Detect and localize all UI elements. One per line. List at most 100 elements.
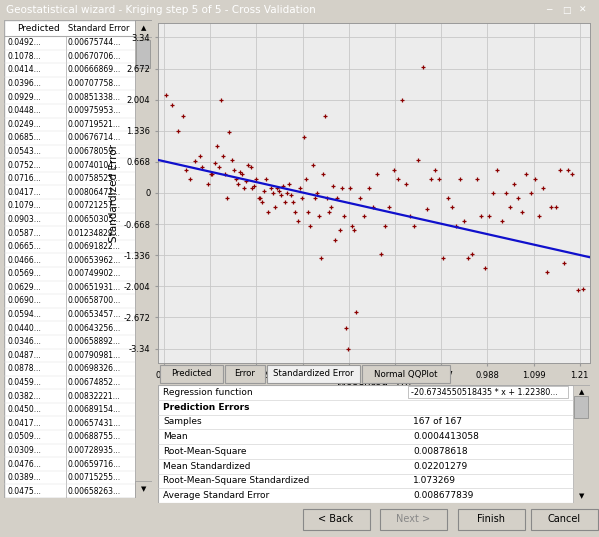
Text: Predicted: Predicted	[171, 369, 212, 379]
Point	[430, 165, 440, 174]
Text: 0.0569...: 0.0569...	[7, 269, 41, 278]
Point	[401, 179, 411, 188]
Text: 0.00715255...: 0.00715255...	[68, 473, 121, 482]
Text: 0.00676714...: 0.00676714...	[68, 133, 121, 142]
FancyBboxPatch shape	[458, 509, 525, 529]
Point	[464, 254, 473, 263]
Point	[214, 163, 224, 172]
Point	[443, 193, 452, 202]
Text: 0.00728935...: 0.00728935...	[68, 446, 121, 455]
Text: Root-Mean-Square Standardized: Root-Mean-Square Standardized	[163, 476, 309, 485]
Point	[308, 161, 317, 169]
Point	[316, 254, 326, 263]
Point	[368, 202, 377, 211]
Text: 0.00832221...: 0.00832221...	[68, 391, 121, 401]
Text: 0.0448...: 0.0448...	[7, 106, 41, 115]
Text: 0.00719521...: 0.00719521...	[68, 120, 121, 129]
Text: Error: Error	[235, 369, 255, 379]
Point	[345, 184, 355, 193]
FancyBboxPatch shape	[408, 387, 568, 398]
Point	[247, 184, 257, 193]
Text: 0.0878...: 0.0878...	[7, 365, 41, 373]
Text: 1.073269: 1.073269	[413, 476, 456, 485]
Text: 0.0665...: 0.0665...	[7, 242, 41, 251]
Text: 0.0543...: 0.0543...	[7, 147, 41, 156]
Point	[246, 163, 255, 172]
Point	[476, 212, 486, 221]
Text: 0.0685...: 0.0685...	[7, 133, 41, 142]
Point	[229, 165, 238, 174]
Point	[397, 96, 407, 104]
Point	[359, 212, 369, 221]
Text: Cancel: Cancel	[547, 514, 580, 524]
Text: Root-Mean-Square: Root-Mean-Square	[163, 447, 247, 456]
Point	[289, 198, 298, 207]
Point	[488, 188, 498, 197]
Text: 0.00740104...: 0.00740104...	[68, 161, 121, 170]
Text: □: □	[562, 5, 570, 14]
Point	[341, 324, 350, 332]
Point	[216, 96, 226, 104]
Text: < Back: < Back	[319, 514, 353, 524]
Text: 0.0450...: 0.0450...	[7, 405, 41, 414]
Text: 0.01234829...: 0.01234829...	[68, 229, 121, 237]
Point	[203, 179, 213, 188]
Point	[530, 175, 540, 183]
Point	[468, 249, 477, 258]
Point	[258, 198, 267, 207]
FancyBboxPatch shape	[362, 365, 450, 383]
FancyBboxPatch shape	[136, 40, 150, 68]
Text: 0.00678059...: 0.00678059...	[68, 147, 121, 156]
Point	[314, 212, 323, 221]
Text: Mean Standardized: Mean Standardized	[163, 462, 250, 470]
Point	[347, 221, 357, 230]
Text: 0.00659716...: 0.00659716...	[68, 460, 121, 468]
Text: 0.0414...: 0.0414...	[7, 66, 41, 75]
Point	[518, 207, 527, 216]
Text: 0.0929...: 0.0929...	[7, 93, 41, 101]
Point	[320, 112, 330, 120]
Point	[219, 151, 228, 160]
Point	[322, 193, 332, 202]
Text: 0.1078...: 0.1078...	[7, 52, 41, 61]
Point	[310, 193, 319, 202]
Text: 0.00653962...: 0.00653962...	[68, 256, 121, 265]
Point	[272, 184, 282, 193]
Text: Standard Error: Standard Error	[68, 24, 130, 33]
Point	[233, 179, 243, 188]
Point	[286, 191, 296, 200]
Point	[318, 170, 328, 179]
FancyBboxPatch shape	[4, 20, 152, 498]
Text: 0.00674852...: 0.00674852...	[68, 378, 121, 387]
Text: 0.0690...: 0.0690...	[7, 296, 41, 306]
Text: 0.0492...: 0.0492...	[7, 38, 41, 47]
Text: Samples: Samples	[163, 417, 202, 426]
Text: 0.008677839: 0.008677839	[413, 491, 473, 500]
FancyBboxPatch shape	[573, 385, 590, 503]
Point	[563, 165, 573, 174]
Point	[293, 216, 302, 225]
Point	[231, 175, 240, 183]
Text: 0.00653457...: 0.00653457...	[68, 310, 122, 319]
Point	[270, 202, 280, 211]
Y-axis label: Standardized Error: Standardized Error	[109, 144, 119, 242]
Text: 0.0903...: 0.0903...	[7, 215, 41, 224]
FancyBboxPatch shape	[135, 20, 152, 498]
Text: -20.6734550518435 * x + 1.22380...: -20.6734550518435 * x + 1.22380...	[411, 388, 558, 397]
Point	[235, 168, 244, 176]
Point	[455, 175, 465, 183]
Text: 0.00658892...: 0.00658892...	[68, 337, 121, 346]
Text: 0.0594...: 0.0594...	[7, 310, 41, 319]
Text: Predicted: Predicted	[17, 24, 59, 33]
Point	[335, 226, 344, 235]
Text: 0.0346...: 0.0346...	[7, 337, 41, 346]
FancyBboxPatch shape	[160, 365, 223, 383]
Text: 0.0509...: 0.0509...	[7, 432, 41, 441]
Text: 0.0004413058: 0.0004413058	[413, 432, 479, 441]
Text: Prediction Errors: Prediction Errors	[163, 403, 250, 412]
Point	[543, 268, 552, 277]
Point	[255, 193, 265, 202]
Point	[198, 163, 207, 172]
Text: 0.00806472...: 0.00806472...	[68, 188, 121, 197]
Text: ▼: ▼	[579, 493, 584, 499]
